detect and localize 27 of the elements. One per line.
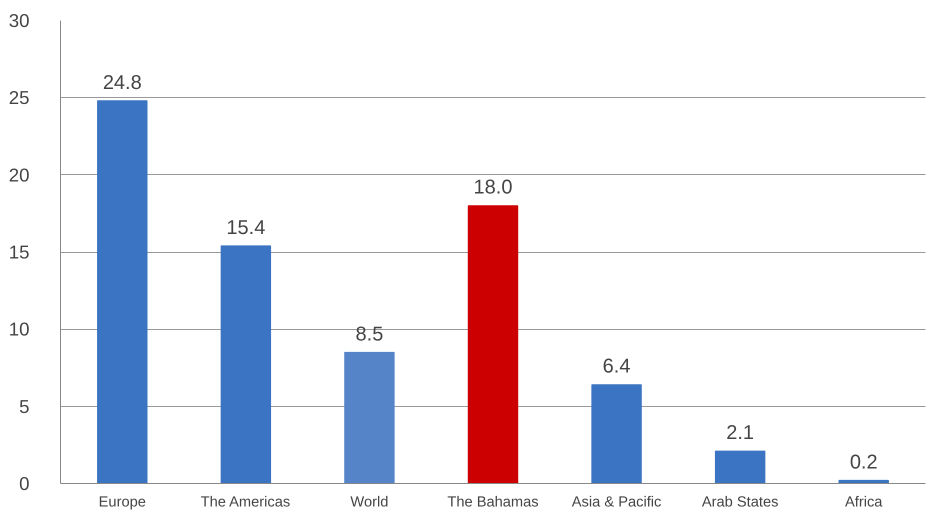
bar bbox=[714, 450, 766, 484]
data-label: 0.2 bbox=[850, 451, 878, 474]
data-label: 6.4 bbox=[602, 356, 630, 378]
y-tick-label: 10 bbox=[8, 318, 30, 340]
data-label: 18.0 bbox=[474, 176, 512, 199]
data-label: 8.5 bbox=[356, 323, 384, 346]
x-tick-label: The Americas bbox=[200, 494, 290, 510]
bar bbox=[591, 384, 642, 484]
x-tick-label: The Bahamas bbox=[447, 494, 539, 510]
bar bbox=[344, 352, 395, 484]
y-tick-label: 5 bbox=[19, 396, 30, 417]
x-tick-label: Africa bbox=[844, 494, 884, 510]
y-tick-label: 0 bbox=[19, 473, 30, 494]
bar bbox=[220, 245, 272, 484]
x-tick-label: World bbox=[350, 494, 388, 510]
bar bbox=[97, 100, 148, 484]
y-tick-label: 20 bbox=[8, 164, 30, 186]
x-tick-label: Arab States bbox=[702, 494, 778, 510]
data-label: 2.1 bbox=[726, 422, 754, 444]
x-tick-label: Europe bbox=[98, 494, 146, 510]
y-tick-label: 30 bbox=[8, 10, 30, 31]
data-label: 15.4 bbox=[226, 216, 266, 239]
y-tick-label: 15 bbox=[8, 242, 30, 262]
y-tick-label: 25 bbox=[8, 87, 30, 108]
bar bbox=[468, 205, 518, 484]
data-label: 24.8 bbox=[102, 72, 142, 94]
x-tick-label: Asia & Pacific bbox=[572, 494, 662, 510]
